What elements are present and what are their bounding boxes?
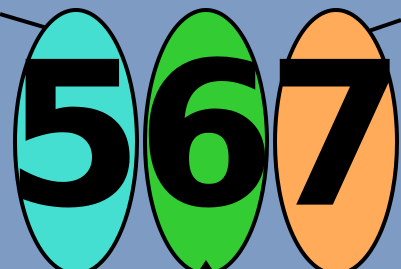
balloon-scene: 5 6 7 <box>0 0 401 269</box>
balloon-number: 7 <box>266 20 401 253</box>
page: 5 6 7 (() => { const data = JSON.parse(d… <box>0 0 401 269</box>
balloon-number: 6 <box>136 20 275 253</box>
balloon-number: 5 <box>4 20 143 253</box>
